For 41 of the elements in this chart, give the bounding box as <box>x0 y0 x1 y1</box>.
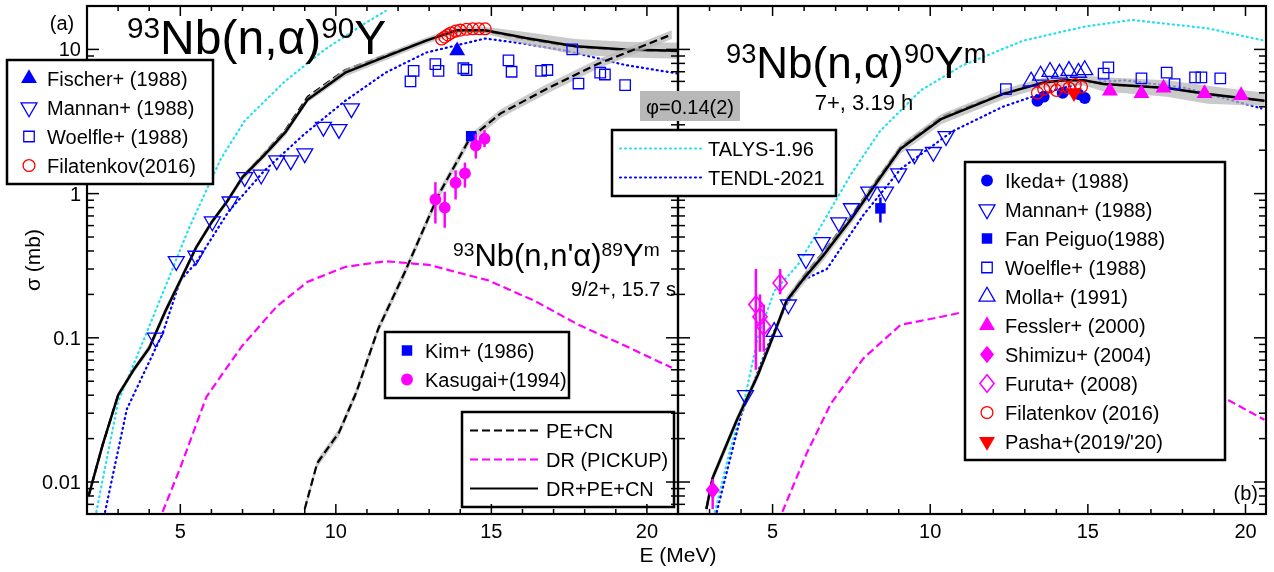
x-axis-title: E (MeV) <box>639 543 717 566</box>
legend-label: TALYS-1.96 <box>708 137 814 160</box>
legend-label: Woelfle+ (1988) <box>1005 256 1147 279</box>
x-tick-label: 20 <box>1234 520 1257 542</box>
legend-label: Furuta+ (2008) <box>1005 372 1138 395</box>
x-tick-label: 10 <box>919 520 942 542</box>
legend-label: Fischer+ (1988) <box>47 67 188 90</box>
legend-label: Kim+ (1986) <box>425 339 535 362</box>
legend-label: Fan Peiguo(1988) <box>1005 227 1166 250</box>
legend-label: DR (PICKUP) <box>546 448 669 471</box>
y-tick-label: 0.01 <box>42 471 81 494</box>
x-tick-label: 5 <box>174 520 186 542</box>
legend-label: Mannan+ (1988) <box>47 96 195 119</box>
y-tick-label: 1 <box>69 182 81 205</box>
annotation: $^{93}$Nb(n,n'α)$^{89}$Y$^{m}$ <box>453 238 660 273</box>
text: $^{93}$Nb(n,α)$^{90}$Y$^{m}$ <box>726 37 987 87</box>
legend-label: DR+PE+CN <box>546 477 654 500</box>
y-tick-label: 10 <box>58 38 81 61</box>
legend-label: PE+CN <box>546 419 614 442</box>
legend-label: TENDL-2021 <box>708 166 825 189</box>
legend-label: Woelfle+ (1988) <box>47 125 189 148</box>
text: (a) <box>49 12 75 34</box>
legend-label: Fessler+ (2000) <box>1005 314 1146 337</box>
annotation: φ=0.14(2) <box>645 96 735 118</box>
y-axis-title: σ (mb) <box>21 229 44 291</box>
legend-label: Kasugai+(1994) <box>425 368 567 391</box>
chart-title: $^{93}$Nb(n,α)$^{90}$Y <box>127 10 387 64</box>
legend-label: Molla+ (1991) <box>1005 285 1128 308</box>
legend-label: Ikeda+ (1988) <box>1005 169 1129 192</box>
legend-label: Filatenkov (2016) <box>1005 401 1160 424</box>
annotation: (b) <box>1233 482 1258 504</box>
legend-label: Shimizu+ (2004) <box>1005 343 1152 366</box>
x-tick-label: 15 <box>1076 520 1099 542</box>
x-tick-label: 20 <box>635 520 659 542</box>
legend-label: Pasha+(2019/'20) <box>1005 430 1163 453</box>
x-tick-label: 15 <box>480 520 503 542</box>
legend-label: Mannan+ (1988) <box>1005 198 1153 221</box>
x-tick-label: 5 <box>767 520 779 542</box>
x-tick-label: 10 <box>324 520 347 542</box>
legend-label: Filatenkov(2016) <box>47 154 196 177</box>
y-tick-label: 0.1 <box>53 326 81 349</box>
